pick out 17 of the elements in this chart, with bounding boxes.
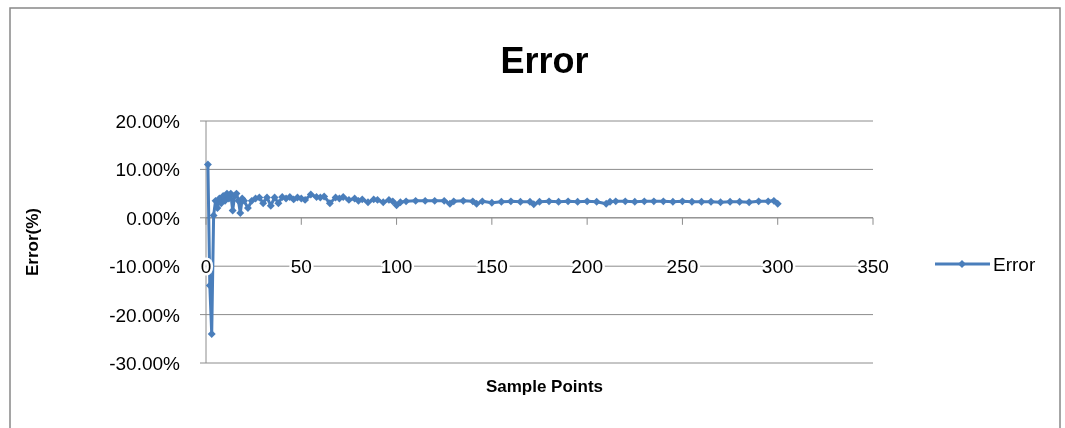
y-tick-label: -20.00%	[109, 304, 181, 326]
y-tick-label: -10.00%	[109, 256, 181, 278]
x-tick-label: 100	[380, 255, 413, 277]
x-tick-label: 50	[290, 255, 312, 277]
x-tick-label: 250	[666, 255, 699, 277]
y-tick-label: 10.00%	[115, 159, 181, 181]
x-tick-label: 350	[857, 255, 889, 277]
chart-title: Error	[500, 40, 589, 81]
x-axis-title: Sample Points	[485, 377, 604, 396]
y-tick-label: 20.00%	[115, 111, 181, 132]
x-tick-label: 150	[476, 255, 508, 277]
x-tick-label: 300	[761, 255, 794, 277]
x-tick-label: 200	[571, 255, 603, 277]
y-tick-label: -30.00%	[109, 353, 181, 374]
y-tick-label: 0.00%	[126, 207, 181, 229]
y-axis-title: Error(%)	[23, 207, 42, 277]
legend-label: Error	[993, 254, 1036, 275]
